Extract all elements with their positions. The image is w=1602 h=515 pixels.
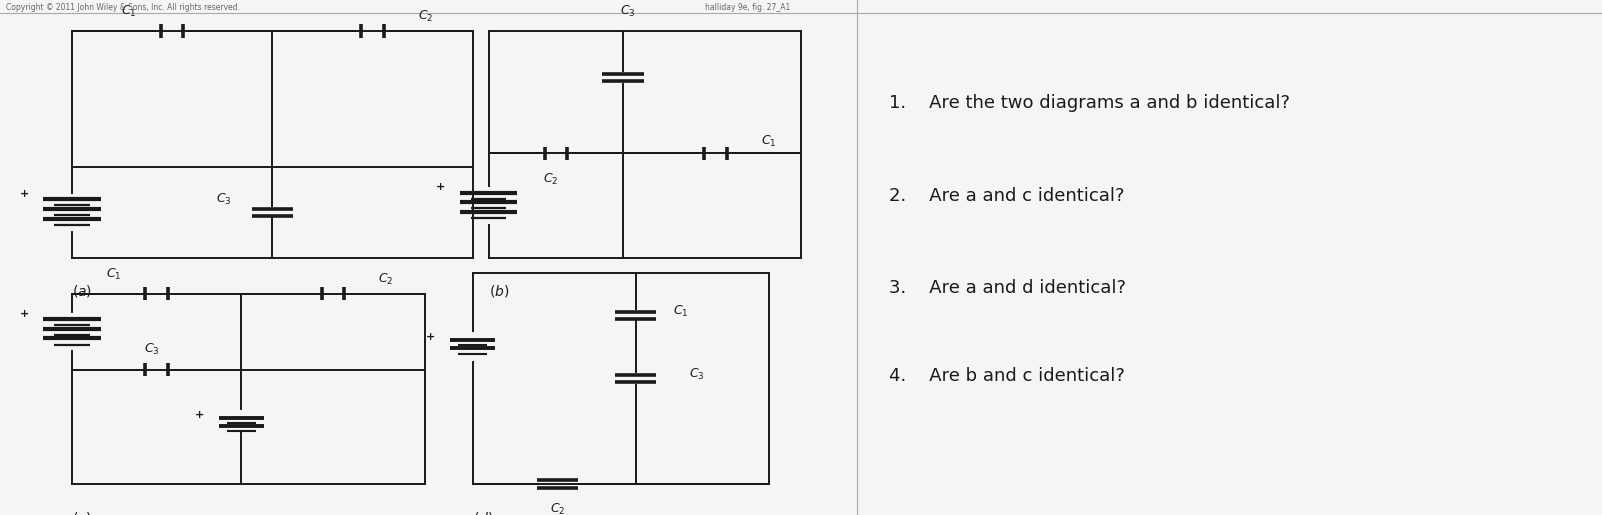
Text: $C_3$: $C_3$	[620, 4, 636, 19]
Text: $(c)$: $(c)$	[72, 510, 91, 515]
Text: $C_1$: $C_1$	[122, 4, 136, 19]
Text: $C_1$: $C_1$	[761, 134, 775, 149]
Text: 1.    Are the two diagrams a and b identical?: 1. Are the two diagrams a and b identica…	[889, 94, 1290, 112]
Text: 2.    Are a and c identical?: 2. Are a and c identical?	[889, 187, 1125, 204]
Text: +: +	[436, 182, 445, 193]
Text: 4.    Are b and c identical?: 4. Are b and c identical?	[889, 367, 1125, 385]
Text: $C_3$: $C_3$	[689, 367, 705, 382]
Text: +: +	[19, 189, 29, 199]
Text: Copyright © 2011 John Wiley & Sons, Inc. All rights reserved.: Copyright © 2011 John Wiley & Sons, Inc.…	[6, 3, 240, 11]
Text: $C_3$: $C_3$	[216, 192, 232, 207]
Text: $(b)$: $(b)$	[489, 283, 509, 299]
Text: $C_2$: $C_2$	[543, 171, 559, 186]
Text: $C_2$: $C_2$	[378, 271, 394, 287]
Text: $C_1$: $C_1$	[673, 303, 689, 319]
Text: $C_2$: $C_2$	[418, 9, 433, 24]
Text: $C_2$: $C_2$	[549, 502, 566, 515]
Text: 3.    Are a and d identical?: 3. Are a and d identical?	[889, 280, 1126, 297]
Text: $C_1$: $C_1$	[106, 266, 122, 282]
Text: $(a)$: $(a)$	[72, 283, 93, 299]
Text: +: +	[426, 332, 436, 341]
Text: $C_3$: $C_3$	[144, 341, 160, 357]
Text: $(d)$: $(d)$	[473, 510, 493, 515]
Text: +: +	[195, 410, 203, 420]
Text: +: +	[19, 308, 29, 319]
Text: halliday 9e, fig. 27_A1: halliday 9e, fig. 27_A1	[705, 3, 790, 11]
